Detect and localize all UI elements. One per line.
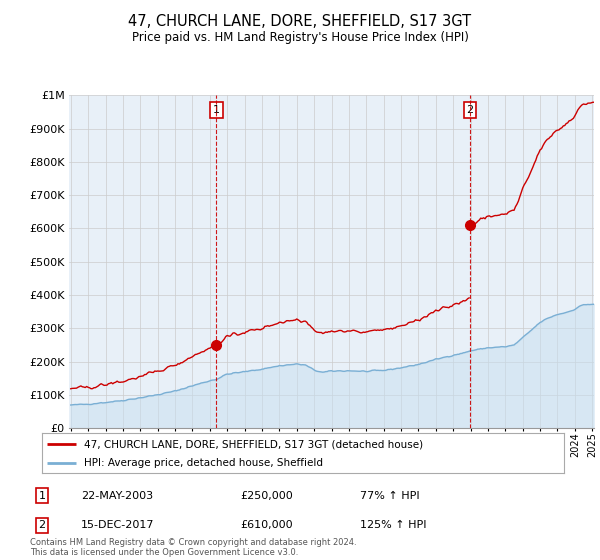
Text: 15-DEC-2017: 15-DEC-2017 [81,520,155,530]
Text: 22-MAY-2003: 22-MAY-2003 [81,491,153,501]
Text: £610,000: £610,000 [240,520,293,530]
Text: Contains HM Land Registry data © Crown copyright and database right 2024.
This d: Contains HM Land Registry data © Crown c… [30,538,356,557]
Text: £250,000: £250,000 [240,491,293,501]
Text: 2: 2 [38,520,46,530]
Text: 2: 2 [466,105,473,115]
Text: 1: 1 [213,105,220,115]
Text: 77% ↑ HPI: 77% ↑ HPI [360,491,419,501]
Text: HPI: Average price, detached house, Sheffield: HPI: Average price, detached house, Shef… [84,458,323,468]
Text: Price paid vs. HM Land Registry's House Price Index (HPI): Price paid vs. HM Land Registry's House … [131,31,469,44]
Text: 1: 1 [38,491,46,501]
Text: 47, CHURCH LANE, DORE, SHEFFIELD, S17 3GT (detached house): 47, CHURCH LANE, DORE, SHEFFIELD, S17 3G… [84,439,423,449]
Text: 125% ↑ HPI: 125% ↑ HPI [360,520,427,530]
Text: 47, CHURCH LANE, DORE, SHEFFIELD, S17 3GT: 47, CHURCH LANE, DORE, SHEFFIELD, S17 3G… [128,14,472,29]
